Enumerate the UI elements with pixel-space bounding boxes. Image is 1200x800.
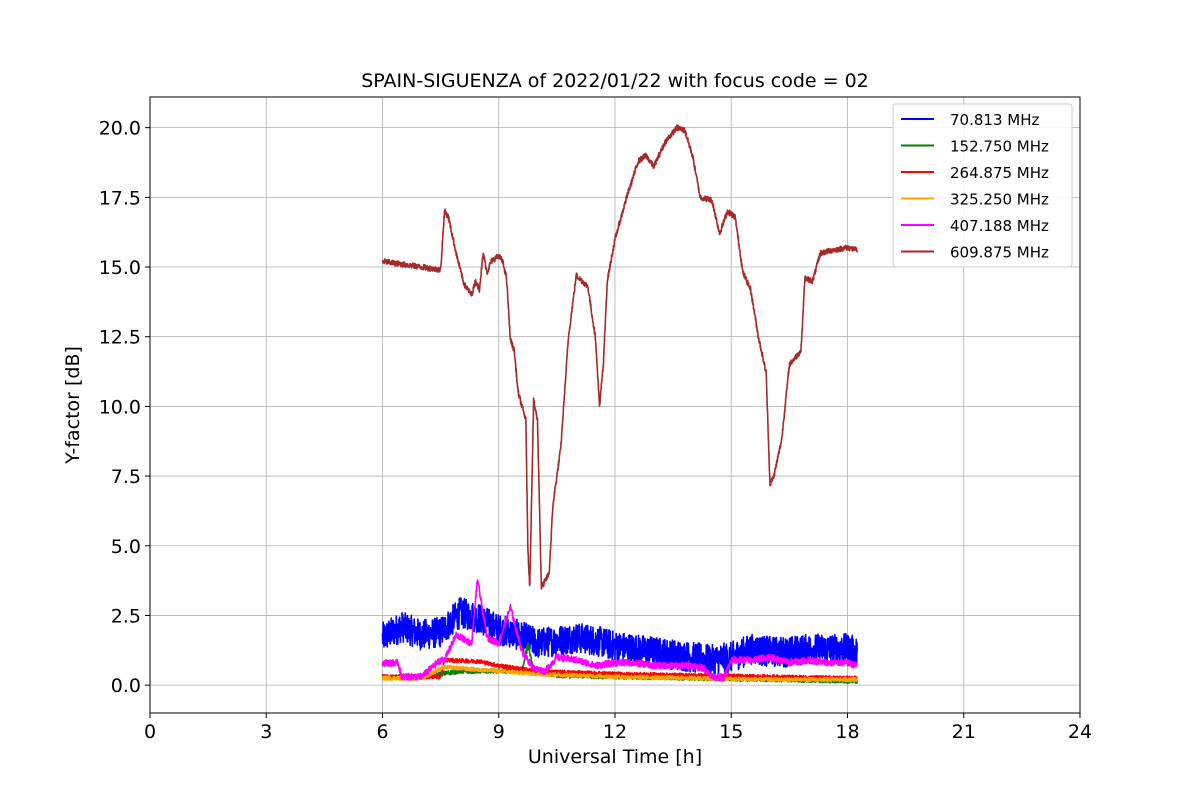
series-line-6 xyxy=(381,124,858,590)
y-axis-label: Y-factor [dB] xyxy=(62,346,84,465)
y-tick-label: 15.0 xyxy=(99,257,141,279)
x-tick-label: 0 xyxy=(144,721,156,743)
x-axis-label: Universal Time [h] xyxy=(528,746,702,768)
x-tick-label: 3 xyxy=(260,721,272,743)
y-tick-label: 17.5 xyxy=(99,187,141,209)
x-tick-label: 21 xyxy=(952,721,976,743)
series-line-3 xyxy=(381,657,858,681)
y-tick-label: 10.0 xyxy=(99,396,141,418)
y-tick-label: 12.5 xyxy=(99,327,141,349)
legend-label: 152.750 MHz xyxy=(950,138,1049,156)
y-tick-label: 7.5 xyxy=(111,466,141,488)
x-tick-label: 18 xyxy=(835,721,859,743)
x-tick-label: 15 xyxy=(719,721,743,743)
y-tick-label: 2.5 xyxy=(111,605,141,627)
grid xyxy=(149,97,1081,713)
y-tick-label: 5.0 xyxy=(111,536,141,558)
series-line-4 xyxy=(381,664,858,683)
series-lines xyxy=(381,124,858,685)
x-tick-label: 24 xyxy=(1068,721,1092,743)
legend-label: 407.188 MHz xyxy=(950,217,1049,235)
series-line-1 xyxy=(381,597,858,676)
x-tick-label: 12 xyxy=(603,721,627,743)
series-line-5 xyxy=(381,579,858,683)
legend-label: 70.813 MHz xyxy=(950,111,1039,129)
legend-box xyxy=(892,103,1073,268)
legend: 70.813 MHz 152.750 MHz 264.875 MHz 325.250 … xyxy=(892,103,1073,268)
legend-label: 325.250 MHz xyxy=(950,191,1049,209)
y-tick-label: 0.0 xyxy=(111,675,141,697)
y-tick-label: 20.0 xyxy=(99,118,141,140)
x-tick-label: 6 xyxy=(376,721,388,743)
x-ticks: 0 3 6 9 12 15 18 21 24 xyxy=(144,713,1092,743)
legend-label: 609.875 MHz xyxy=(950,244,1049,262)
y-ticks: 0.0 2.5 5.0 7.5 10.0 12.5 15.0 17.5 20.0 xyxy=(99,118,150,697)
x-tick-label: 9 xyxy=(493,721,505,743)
chart-title: SPAIN-SIGUENZA of 2022/01/22 with focus … xyxy=(361,70,869,92)
legend-label: 264.875 MHz xyxy=(950,164,1049,182)
